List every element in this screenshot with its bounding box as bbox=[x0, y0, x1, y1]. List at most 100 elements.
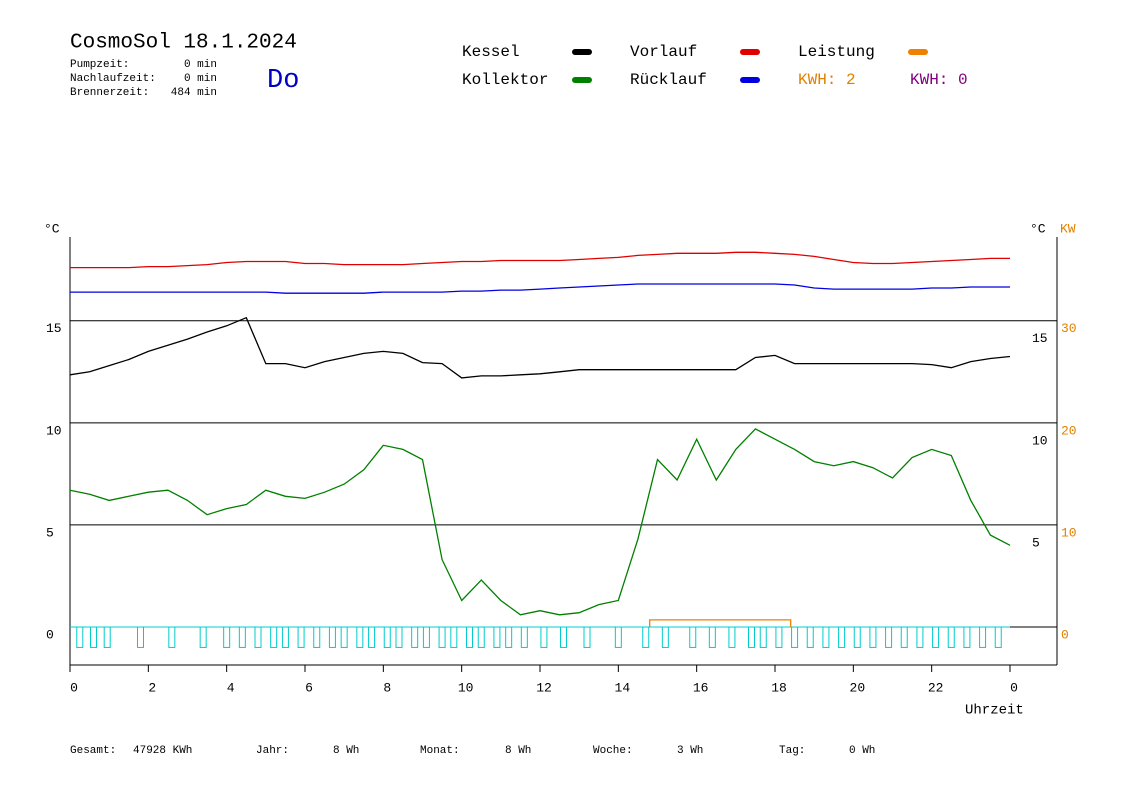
x-tick-label: 14 bbox=[615, 680, 631, 695]
legend-swatch bbox=[572, 49, 592, 55]
footer-label: Woche: bbox=[593, 745, 633, 757]
pulse bbox=[748, 626, 755, 648]
y2-label: KW bbox=[1060, 221, 1076, 236]
y-tick-label-right: 5 bbox=[1032, 535, 1040, 550]
pulse bbox=[994, 626, 1002, 648]
footer-value: 8 Wh bbox=[505, 745, 531, 757]
pulse bbox=[270, 626, 278, 648]
pulse bbox=[368, 626, 376, 648]
pulse bbox=[560, 626, 567, 648]
y-tick-label: 5 bbox=[46, 525, 54, 540]
x-tick-label: 12 bbox=[536, 680, 552, 695]
pulse bbox=[422, 626, 430, 648]
pulse bbox=[583, 626, 591, 648]
pulse bbox=[238, 626, 246, 648]
legend-swatch bbox=[572, 77, 592, 83]
pulse bbox=[947, 626, 955, 648]
pulse bbox=[254, 626, 262, 648]
series-line bbox=[70, 251, 1010, 269]
pulse bbox=[900, 626, 908, 648]
x-tick-label: 4 bbox=[227, 680, 235, 695]
pulse bbox=[885, 626, 893, 648]
pulse bbox=[838, 626, 846, 648]
pulse bbox=[356, 626, 364, 648]
stat-label: Nachlaufzeit: bbox=[70, 73, 156, 85]
stat-value: 484 min bbox=[171, 87, 217, 99]
pulse bbox=[791, 626, 799, 648]
y-unit: °C bbox=[44, 221, 60, 236]
y-tick-label-right: 15 bbox=[1032, 331, 1048, 346]
legend-label: Vorlauf bbox=[630, 43, 697, 61]
y2-tick-label: 30 bbox=[1061, 321, 1077, 336]
pulse bbox=[979, 626, 987, 648]
pulse bbox=[614, 626, 622, 648]
pulse bbox=[450, 626, 458, 648]
x-tick-label: 0 bbox=[70, 680, 78, 695]
pulse bbox=[806, 626, 814, 648]
pulse bbox=[493, 626, 501, 648]
x-tick-label: 10 bbox=[458, 680, 474, 695]
footer-label: Gesamt: bbox=[70, 745, 116, 757]
x-tick-label: 20 bbox=[850, 680, 866, 695]
series-line bbox=[70, 283, 1010, 294]
x-tick-label: 2 bbox=[148, 680, 156, 695]
stat-value: 0 min bbox=[184, 73, 217, 85]
stat-label: Brennerzeit: bbox=[70, 87, 149, 99]
y2-tick-label: 10 bbox=[1061, 525, 1077, 540]
x-tick-label: 18 bbox=[771, 680, 787, 695]
pulse bbox=[932, 626, 940, 648]
y-tick-label: 15 bbox=[46, 321, 62, 336]
pulse bbox=[137, 626, 144, 648]
pulse bbox=[466, 626, 473, 648]
y2-tick-label: 0 bbox=[1061, 627, 1069, 642]
pulse bbox=[411, 626, 419, 648]
footer-label: Tag: bbox=[779, 745, 805, 757]
x-tick-label: 8 bbox=[383, 680, 391, 695]
pulse bbox=[963, 626, 971, 648]
title: CosmoSol 18.1.2024 bbox=[70, 32, 297, 55]
footer-label: Monat: bbox=[420, 745, 460, 757]
pulse bbox=[297, 626, 305, 648]
y2-unit: °C bbox=[1030, 221, 1046, 236]
pulse bbox=[383, 626, 391, 648]
pulse bbox=[328, 626, 336, 648]
kwh-label: KWH: 0 bbox=[910, 71, 968, 89]
footer-value: 47928 KWh bbox=[133, 745, 192, 757]
pulse bbox=[223, 626, 231, 648]
pulse bbox=[520, 626, 528, 648]
pulse bbox=[477, 626, 485, 648]
footer-value: 8 Wh bbox=[333, 745, 359, 757]
x-label: Uhrzeit bbox=[965, 703, 1024, 719]
weekday: Do bbox=[267, 66, 299, 96]
pulse bbox=[76, 626, 84, 648]
footer-value: 3 Wh bbox=[677, 745, 703, 757]
x-tick-label: 0 bbox=[1010, 680, 1018, 695]
legend-label: Rücklauf bbox=[630, 71, 707, 89]
x-tick-label: 6 bbox=[305, 680, 313, 695]
pulse bbox=[916, 626, 924, 648]
pulse bbox=[822, 626, 830, 648]
pulse bbox=[869, 626, 877, 648]
series-line bbox=[69, 316, 1011, 379]
pulse bbox=[90, 626, 97, 648]
y-tick-label: 10 bbox=[46, 423, 62, 438]
legend-label: Kessel bbox=[462, 43, 520, 61]
legend-label: Kollektor bbox=[462, 71, 548, 89]
legend-swatch bbox=[740, 49, 760, 55]
pulse bbox=[728, 626, 736, 648]
pulse bbox=[759, 626, 767, 648]
pulse bbox=[540, 626, 548, 648]
pulse bbox=[313, 626, 321, 648]
footer-label: Jahr: bbox=[256, 745, 289, 757]
series-line bbox=[69, 428, 1011, 616]
pulse bbox=[281, 626, 289, 648]
pulse bbox=[661, 626, 669, 648]
kwh-label: KWH: 2 bbox=[798, 71, 856, 89]
pulse bbox=[395, 626, 403, 648]
pulse bbox=[168, 626, 176, 648]
pulse bbox=[775, 626, 783, 648]
pulse bbox=[103, 626, 111, 648]
legend-label: Leistung bbox=[798, 43, 875, 61]
